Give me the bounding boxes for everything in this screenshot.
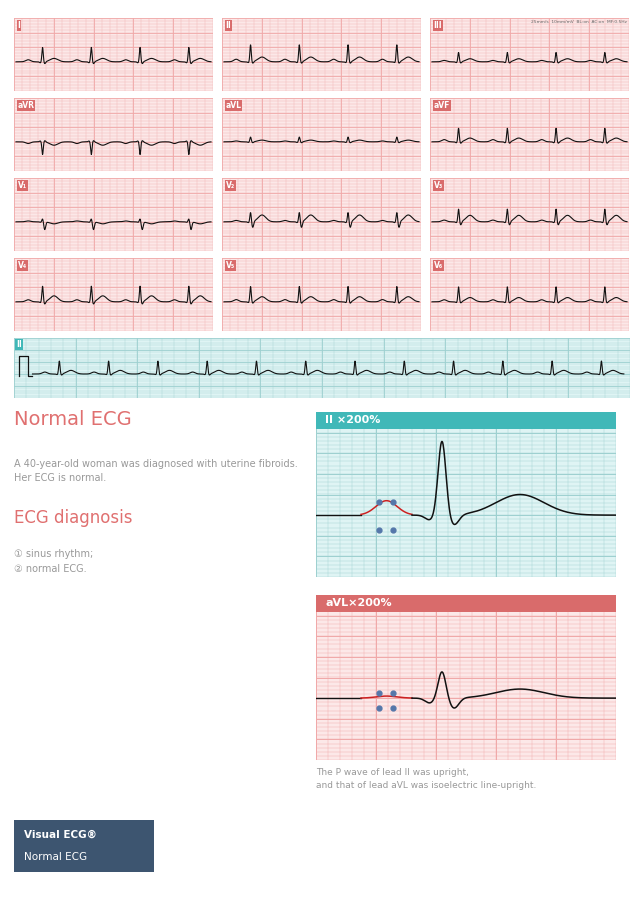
Text: II ×200%: II ×200% (325, 415, 381, 426)
Text: V₃: V₃ (433, 181, 443, 190)
Text: ① sinus rhythm;
② normal ECG.: ① sinus rhythm; ② normal ECG. (14, 549, 93, 574)
Text: Visual ECG®: Visual ECG® (24, 830, 97, 840)
Text: V₄: V₄ (17, 261, 27, 270)
Text: V₁: V₁ (17, 181, 27, 190)
Text: A 40-year-old woman was diagnosed with uterine fibroids.
Her ECG is normal.: A 40-year-old woman was diagnosed with u… (14, 459, 298, 483)
Text: 25mm/s  10mm/mV  BL:on  AC:on  MF:0.5Hz: 25mm/s 10mm/mV BL:on AC:on MF:0.5Hz (531, 20, 627, 24)
Text: aVL: aVL (225, 101, 242, 110)
Bar (316, 412, 616, 428)
Text: II: II (225, 21, 231, 30)
Text: aVR: aVR (17, 101, 35, 110)
Text: aVL×200%: aVL×200% (325, 598, 392, 608)
Text: Normal ECG: Normal ECG (24, 852, 87, 862)
Text: V₆: V₆ (433, 261, 442, 270)
Text: The P wave of lead II was upright,
and that of lead aVL was isoelectric line-upr: The P wave of lead II was upright, and t… (316, 768, 536, 789)
Text: V₅: V₅ (225, 261, 235, 270)
Text: II: II (16, 340, 22, 349)
Text: Normal ECG: Normal ECG (14, 410, 132, 429)
Text: III: III (433, 21, 442, 30)
Text: aVF: aVF (433, 101, 450, 110)
Bar (316, 595, 616, 611)
Text: ECG diagnosis: ECG diagnosis (14, 508, 133, 526)
Text: I: I (17, 21, 21, 30)
Text: V₂: V₂ (225, 181, 235, 190)
